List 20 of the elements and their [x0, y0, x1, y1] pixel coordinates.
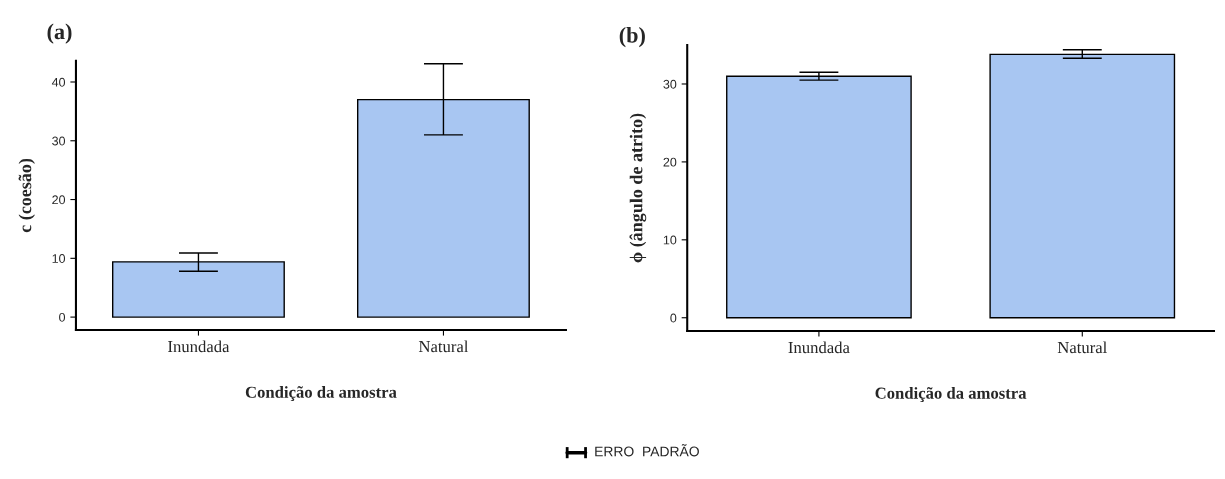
- x-tick-label: Inundada: [788, 341, 850, 354]
- chart-title: (b): [619, 26, 645, 48]
- y-tick-label: 40: [51, 77, 66, 87]
- x-tick-label: Inundada: [168, 340, 230, 353]
- y-tick-label: 20: [663, 157, 677, 167]
- chart-title: (a): [47, 23, 72, 44]
- y-tick-label: 0: [59, 312, 66, 322]
- x-axis-title: Condição da amostra: [245, 386, 397, 402]
- y-tick-label: 30: [52, 136, 66, 146]
- y-axis-title: c (coesão): [18, 158, 35, 233]
- y-tick-label: 0: [670, 313, 677, 323]
- x-axis-title: Condição da amostra: [875, 387, 1027, 403]
- x-tick-label: Natural: [1057, 341, 1107, 354]
- y-axis-title: ϕ (ângulo de atrito): [629, 113, 647, 263]
- y-tick-label: 10: [52, 254, 66, 263]
- y-tick-label: 10: [663, 235, 677, 245]
- y-tick-label: 20: [52, 195, 66, 205]
- x-tick-label: Natural: [418, 340, 469, 353]
- y-tick-label: 30: [663, 79, 677, 89]
- text: ERRO PADRÃO: [595, 444, 699, 457]
